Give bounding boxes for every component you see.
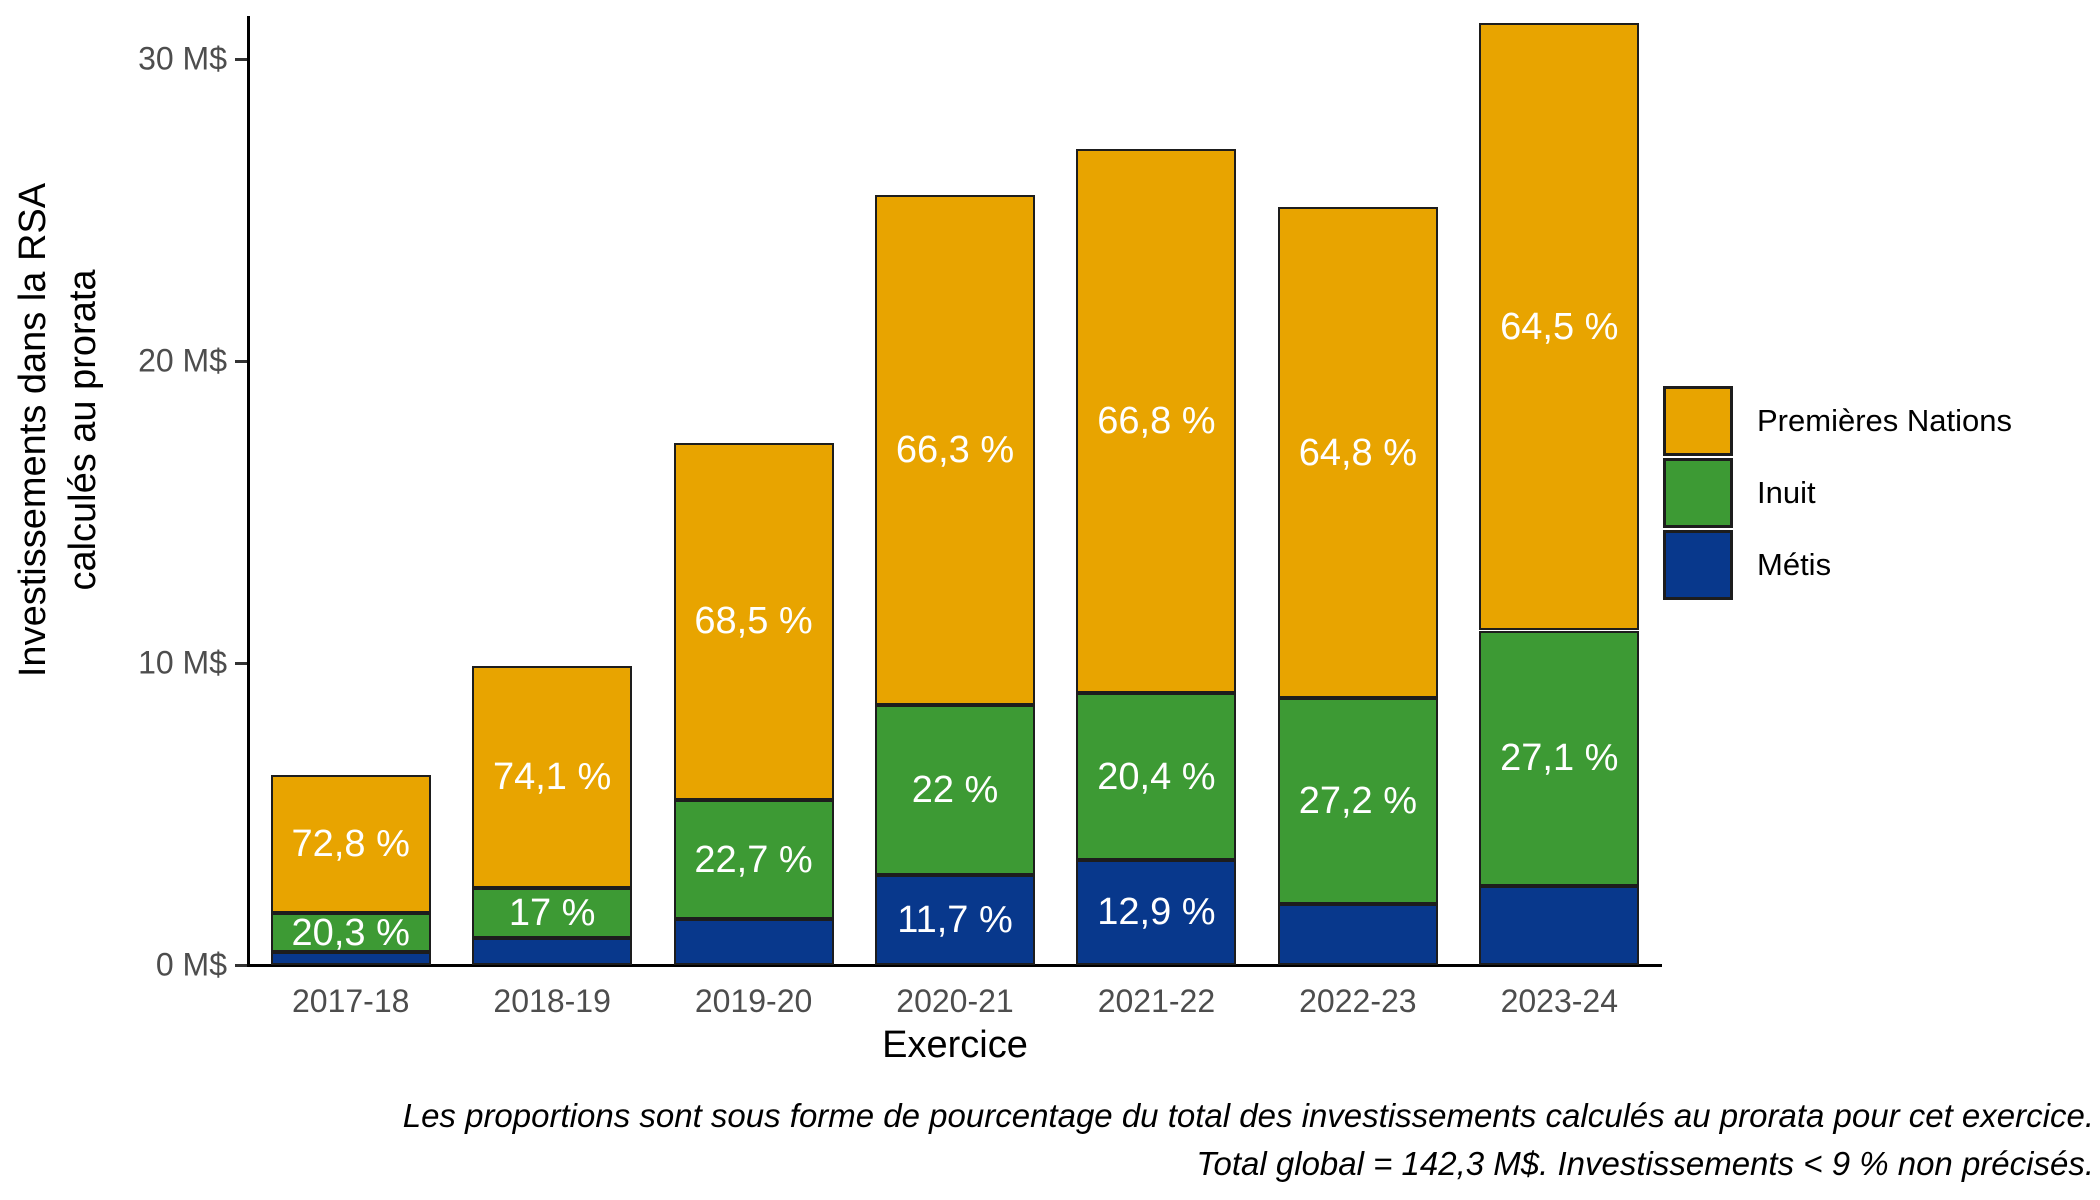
legend-key-swatch: [1663, 530, 1733, 600]
segment-percent-label: 66,3 %: [895, 429, 1015, 472]
bar-segment-métis-2021-22: 12,9 %: [1076, 859, 1237, 965]
segment-percent-label: 27,2 %: [1298, 780, 1417, 823]
x-tick-label-2021-22: 2021-22: [1097, 983, 1216, 1019]
bar-segment-métis-2023-24: [1479, 885, 1640, 965]
segment-percent-label: 68,5 %: [694, 600, 813, 643]
bar-segment-premières-nations-2022-23: 64,8 %: [1277, 206, 1438, 699]
bar-segment-métis-2017-18: [270, 951, 431, 965]
y-tick-label: 30 M$: [138, 40, 227, 77]
legend-item-inuit: Inuit: [1663, 457, 2012, 529]
bar-segment-premières-nations-2018-19: 74,1 %: [472, 666, 633, 888]
bar-segment-premières-nations-2021-22: 66,8 %: [1076, 148, 1237, 694]
y-tick-mark: [235, 58, 247, 61]
caption: Les proportions sont sous forme de pourc…: [94, 1092, 2094, 1188]
y-tick-label: 10 M$: [138, 644, 227, 681]
segment-percent-label: 11,7 %: [897, 898, 1013, 941]
segment-percent-label: 66,8 %: [1097, 400, 1216, 443]
segment-percent-label: 12,9 %: [1097, 891, 1216, 934]
segment-percent-label: 27,1 %: [1500, 737, 1619, 780]
segment-percent-label: 20,4 %: [1097, 755, 1216, 798]
bar-segment-premières-nations-2017-18: 72,8 %: [270, 774, 431, 914]
segment-percent-label: 64,5 %: [1500, 305, 1619, 348]
bar-segment-inuit-2023-24: 27,1 %: [1479, 630, 1640, 886]
bar-segment-inuit-2018-19: 17 %: [472, 887, 633, 939]
y-tick-label: 20 M$: [138, 342, 227, 379]
y-axis-line: [247, 16, 250, 967]
segment-percent-label: 20,3 %: [291, 911, 410, 954]
x-tick-label-2017-18: 2017-18: [291, 983, 410, 1019]
segment-percent-label: 17 %: [508, 891, 596, 934]
legend-item-métis: Métis: [1663, 529, 2012, 601]
legend-item-premières-nations: Premières Nations: [1663, 385, 2012, 457]
caption-line2: Total global = 142,3 M$. Investissements…: [1196, 1145, 2094, 1182]
x-tick-label-2022-23: 2022-23: [1299, 983, 1417, 1019]
y-tick-mark: [235, 964, 247, 967]
y-axis-title-line1: Investissements dans la RSA: [12, 182, 54, 678]
segment-percent-label: 22,7 %: [694, 838, 813, 881]
legend-label: Premières Nations: [1757, 403, 2012, 438]
bar-segment-premières-nations-2019-20: 68,5 %: [673, 442, 834, 801]
bar-segment-inuit-2020-21: 22 %: [875, 705, 1035, 875]
x-axis-line: [245, 964, 1662, 967]
segment-percent-label: 22 %: [911, 769, 999, 812]
bar-segment-métis-2018-19: [472, 938, 633, 965]
x-tick-label-2019-20: 2019-20: [694, 983, 813, 1019]
legend-label: Métis: [1757, 547, 1832, 582]
bar-segment-métis-2019-20: [673, 919, 834, 965]
y-tick-label: 0 M$: [155, 946, 227, 983]
bar-segment-métis-2020-21: 11,7 %: [875, 874, 1035, 965]
y-axis-title: Investissements dans la RSA calculés au …: [8, 0, 112, 880]
x-tick-label-2018-19: 2018-19: [493, 983, 611, 1019]
legend-key-swatch: [1663, 458, 1733, 528]
x-axis-title: Exercice: [882, 1024, 1028, 1066]
x-tick-label-2020-21: 2020-21: [896, 983, 1014, 1019]
bar-segment-premières-nations-2023-24: 64,5 %: [1479, 22, 1640, 631]
bar-segment-premières-nations-2020-21: 66,3 %: [875, 194, 1035, 706]
segment-percent-label: 64,8 %: [1298, 431, 1417, 474]
bar-segment-inuit-2017-18: 20,3 %: [270, 911, 431, 954]
legend: Premières Nations Inuit Métis: [1663, 385, 2012, 601]
segment-percent-label: 72,8 %: [291, 822, 410, 865]
x-tick-label-2023-24: 2023-24: [1500, 983, 1618, 1019]
bar-segment-inuit-2021-22: 20,4 %: [1076, 693, 1237, 860]
y-tick-mark: [235, 360, 247, 363]
legend-key-swatch: [1663, 386, 1733, 456]
caption-line1: Les proportions sont sous forme de pourc…: [402, 1097, 2094, 1134]
y-axis-title-line2: calculés au prorata: [62, 269, 104, 591]
bar-segment-inuit-2022-23: 27,2 %: [1277, 698, 1438, 905]
y-tick-mark: [235, 662, 247, 665]
legend-label: Inuit: [1757, 475, 1816, 510]
bar-segment-métis-2022-23: [1277, 904, 1438, 965]
segment-percent-label: 74,1 %: [492, 755, 612, 798]
bar-segment-inuit-2019-20: 22,7 %: [673, 800, 834, 920]
